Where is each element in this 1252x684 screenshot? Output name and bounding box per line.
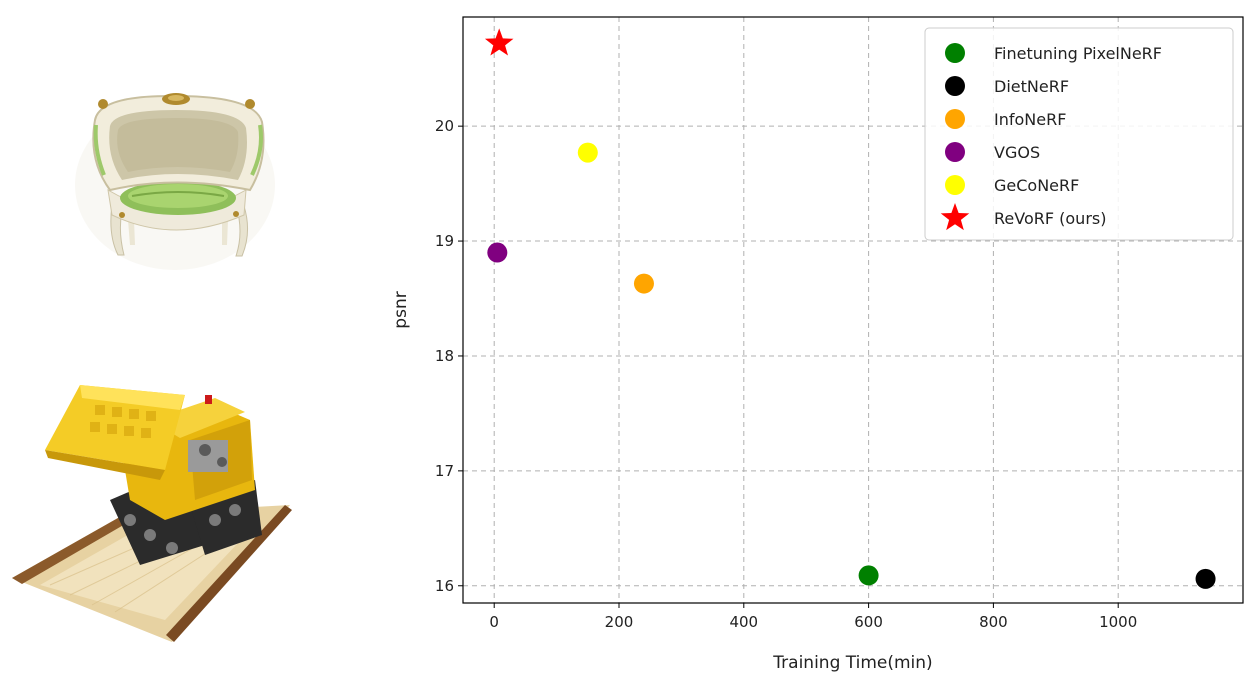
data-points (484, 28, 1216, 589)
data-point (484, 28, 514, 56)
x-tick-label: 0 (489, 613, 499, 631)
legend-label: DietNeRF (994, 77, 1069, 96)
legend: Finetuning PixelNeRF DietNeRF InfoNeRF VGOS… (924, 27, 1234, 241)
legend-label: GeCoNeRF (994, 176, 1079, 195)
y-tick-label: 18 (435, 347, 454, 365)
data-point (858, 565, 879, 586)
lego-bulldozer-render-image (12, 385, 292, 642)
x-tick-label: 600 (854, 613, 883, 631)
data-point (633, 273, 654, 294)
legend-label: VGOS (994, 143, 1040, 162)
plot-frame (462, 16, 1244, 604)
data-point (487, 242, 508, 263)
x-tick-label: 200 (605, 613, 634, 631)
legend-label: Finetuning PixelNeRF (994, 44, 1162, 63)
legend-marker (945, 142, 965, 162)
legend-box (924, 27, 1234, 241)
legend-label: InfoNeRF (994, 110, 1066, 129)
y-tick-label: 16 (435, 577, 454, 595)
x-tick-label: 400 (729, 613, 758, 631)
y-axis-label: psnr (391, 291, 411, 328)
x-axis-label: Training Time(min) (772, 653, 932, 673)
x-tick-label: 800 (979, 613, 1008, 631)
legend-marker (945, 43, 965, 63)
y-tick-label: 19 (435, 232, 454, 250)
y-tick-label: 17 (435, 462, 454, 480)
legend-marker (945, 76, 965, 96)
data-point (1195, 568, 1216, 589)
chair-render-image (75, 93, 275, 270)
legend-marker (945, 109, 965, 129)
data-point (577, 142, 598, 163)
legend-marker (940, 203, 970, 231)
render-thumbnails (12, 93, 292, 642)
y-tick-label: 20 (435, 117, 454, 135)
legend-marker (945, 175, 965, 195)
x-tick-label: 1000 (1099, 613, 1137, 631)
axis-ticks: 0 200 400 600 800 1000 16 17 18 19 20 (435, 117, 1137, 631)
legend-label: ReVoRF (ours) (994, 209, 1106, 228)
